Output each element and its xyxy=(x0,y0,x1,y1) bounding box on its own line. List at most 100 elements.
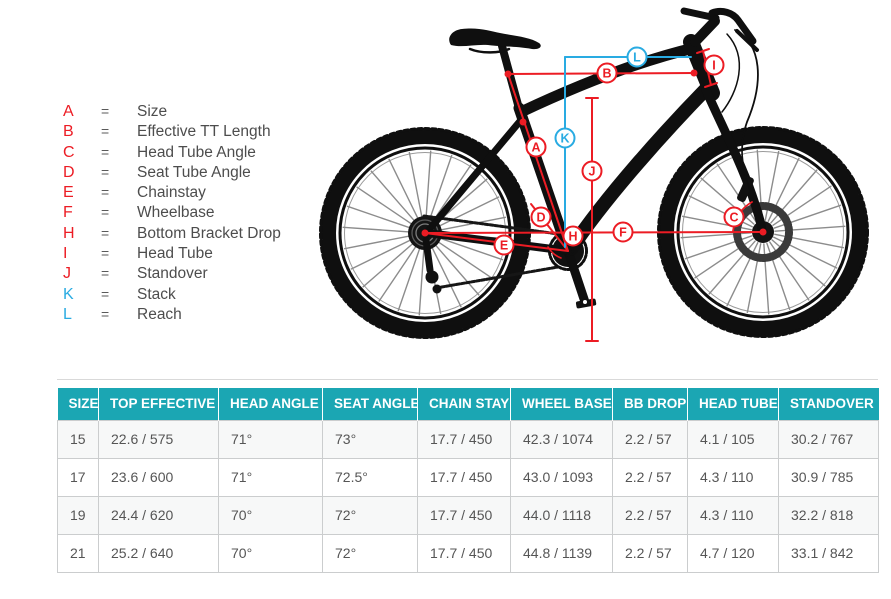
brake-caliper-icon xyxy=(737,176,754,202)
crank-arm xyxy=(563,246,590,307)
cell: 17.7 / 450 xyxy=(417,457,511,497)
stem xyxy=(690,16,720,47)
legend-equals: = xyxy=(101,103,110,119)
cell: 42.3 / 1074 xyxy=(510,419,613,459)
legend-label: Size xyxy=(137,103,168,120)
marker-i: I xyxy=(703,54,725,76)
cell: 4.7 / 120 xyxy=(687,533,779,573)
legend-equals: = xyxy=(101,163,110,180)
legend-item-k: K = Stack xyxy=(63,286,281,306)
cell: 43.0 / 1093 xyxy=(510,457,613,497)
legend-equals: = xyxy=(101,305,110,322)
svg-text:F: F xyxy=(619,226,627,240)
legend-letter: K xyxy=(63,285,74,303)
cockpit xyxy=(449,7,759,191)
measurement-markers: A B C D E F H I J K L xyxy=(493,46,745,256)
geometry-table-wrap: SIZE TOP EFFECTIVE HEAD ANGLE SEAT ANGLE CHA… xyxy=(57,379,879,573)
legend-letter: A xyxy=(63,103,74,120)
line-size-a xyxy=(507,73,569,252)
cell: 73° xyxy=(322,419,418,459)
cell: 17 xyxy=(57,457,99,497)
legend-equals: = xyxy=(101,184,110,201)
cell: 24.4 / 620 xyxy=(98,495,219,535)
legend-letter: B xyxy=(63,123,74,141)
chain-bottom xyxy=(434,265,560,290)
legend-label: Standover xyxy=(137,265,208,283)
column-header-head-angle: HEAD ANGLE xyxy=(218,388,323,420)
cell: 72.5° xyxy=(322,457,418,497)
legend-label: Head Tube xyxy=(137,245,213,263)
legend-letter: E xyxy=(63,184,74,202)
cell: 30.2 / 767 xyxy=(778,419,879,459)
svg-text:I: I xyxy=(712,59,715,73)
marker-l: L xyxy=(626,46,648,68)
table-header-row: SIZE TOP EFFECTIVE HEAD ANGLE SEAT ANGLE CHA… xyxy=(57,388,879,420)
cell: 44.0 / 1118 xyxy=(510,495,613,535)
brake-cable xyxy=(734,29,759,191)
svg-text:C: C xyxy=(729,211,738,225)
cell: 17.7 / 450 xyxy=(417,533,511,573)
legend-item-d: D = Seat Tube Angle xyxy=(63,164,281,184)
cell: 2.2 / 57 xyxy=(612,457,688,497)
column-header-size: SIZE xyxy=(57,388,99,420)
rear-derailleur-icon xyxy=(422,236,434,274)
geometry-table: SIZE TOP EFFECTIVE HEAD ANGLE SEAT ANGLE CHA… xyxy=(57,388,879,573)
cell: 70° xyxy=(218,533,323,573)
legend-letter: L xyxy=(63,305,72,323)
legend: A = Size B = Effective TT Length C = Head Tube A… xyxy=(63,103,281,326)
legend-equals: = xyxy=(101,285,110,302)
legend-letter: I xyxy=(63,245,68,263)
cell: 2.2 / 57 xyxy=(612,419,688,459)
cell: 2.2 / 57 xyxy=(612,495,688,535)
legend-label: Chainstay xyxy=(137,184,206,202)
legend-item-e: E = Chainstay xyxy=(63,184,281,204)
legend-letter: C xyxy=(63,143,75,161)
cell: 15 xyxy=(57,419,99,459)
marker-h: H xyxy=(562,225,584,247)
legend-label: Effective TT Length xyxy=(137,123,271,141)
legend-label: Wheelbase xyxy=(137,204,215,222)
handlebar-right xyxy=(708,7,757,45)
legend-item-f: F = Wheelbase xyxy=(63,204,281,224)
legend-equals: = xyxy=(101,245,110,262)
cell: 70° xyxy=(218,495,323,535)
cell: 30.9 / 785 xyxy=(778,457,879,497)
legend-letter: J xyxy=(63,265,71,283)
cell: 71° xyxy=(218,457,323,497)
measurement-dots xyxy=(421,69,767,237)
marker-c: C xyxy=(723,206,745,228)
svg-text:A: A xyxy=(531,141,540,155)
legend-item-h: H = Bottom Bracket Drop xyxy=(63,225,281,245)
marker-e: E xyxy=(493,234,515,256)
marker-a: A xyxy=(525,136,547,158)
legend-equals: = xyxy=(101,224,110,241)
svg-text:D: D xyxy=(536,211,545,225)
svg-text:B: B xyxy=(602,67,611,81)
legend-item-b: B = Effective TT Length xyxy=(63,123,281,143)
table-row-size-15: 15 22.6 / 575 71° 73° 17.7 / 450 42.3 / 1074 2… xyxy=(57,419,879,459)
cell: 72° xyxy=(322,495,418,535)
svg-text:H: H xyxy=(568,230,577,244)
cell: 72° xyxy=(322,533,418,573)
svg-text:E: E xyxy=(500,239,508,253)
rear-spokes xyxy=(342,150,508,316)
cell: 4.1 / 105 xyxy=(687,419,779,459)
cell: 71° xyxy=(218,419,323,459)
column-header-standover: STANDOVER xyxy=(778,388,879,420)
column-header-bb-drop: BB DROP xyxy=(612,388,688,420)
head-tube xyxy=(683,34,720,101)
cell: 25.2 / 640 xyxy=(98,533,219,573)
cell: 19 xyxy=(57,495,99,535)
cell: 33.1 / 842 xyxy=(778,533,879,573)
down-tube xyxy=(564,81,714,256)
marker-b: B xyxy=(596,62,618,84)
legend-item-l: L = Reach xyxy=(63,306,281,326)
line-wheelbase-f xyxy=(424,231,764,234)
cell: 17.7 / 450 xyxy=(417,419,511,459)
column-header-head-tube: HEAD TUBE xyxy=(687,388,779,420)
legend-equals: = xyxy=(101,143,110,160)
svg-text:L: L xyxy=(633,51,641,65)
legend-letter: D xyxy=(63,163,75,181)
legend-letter: F xyxy=(63,204,73,222)
